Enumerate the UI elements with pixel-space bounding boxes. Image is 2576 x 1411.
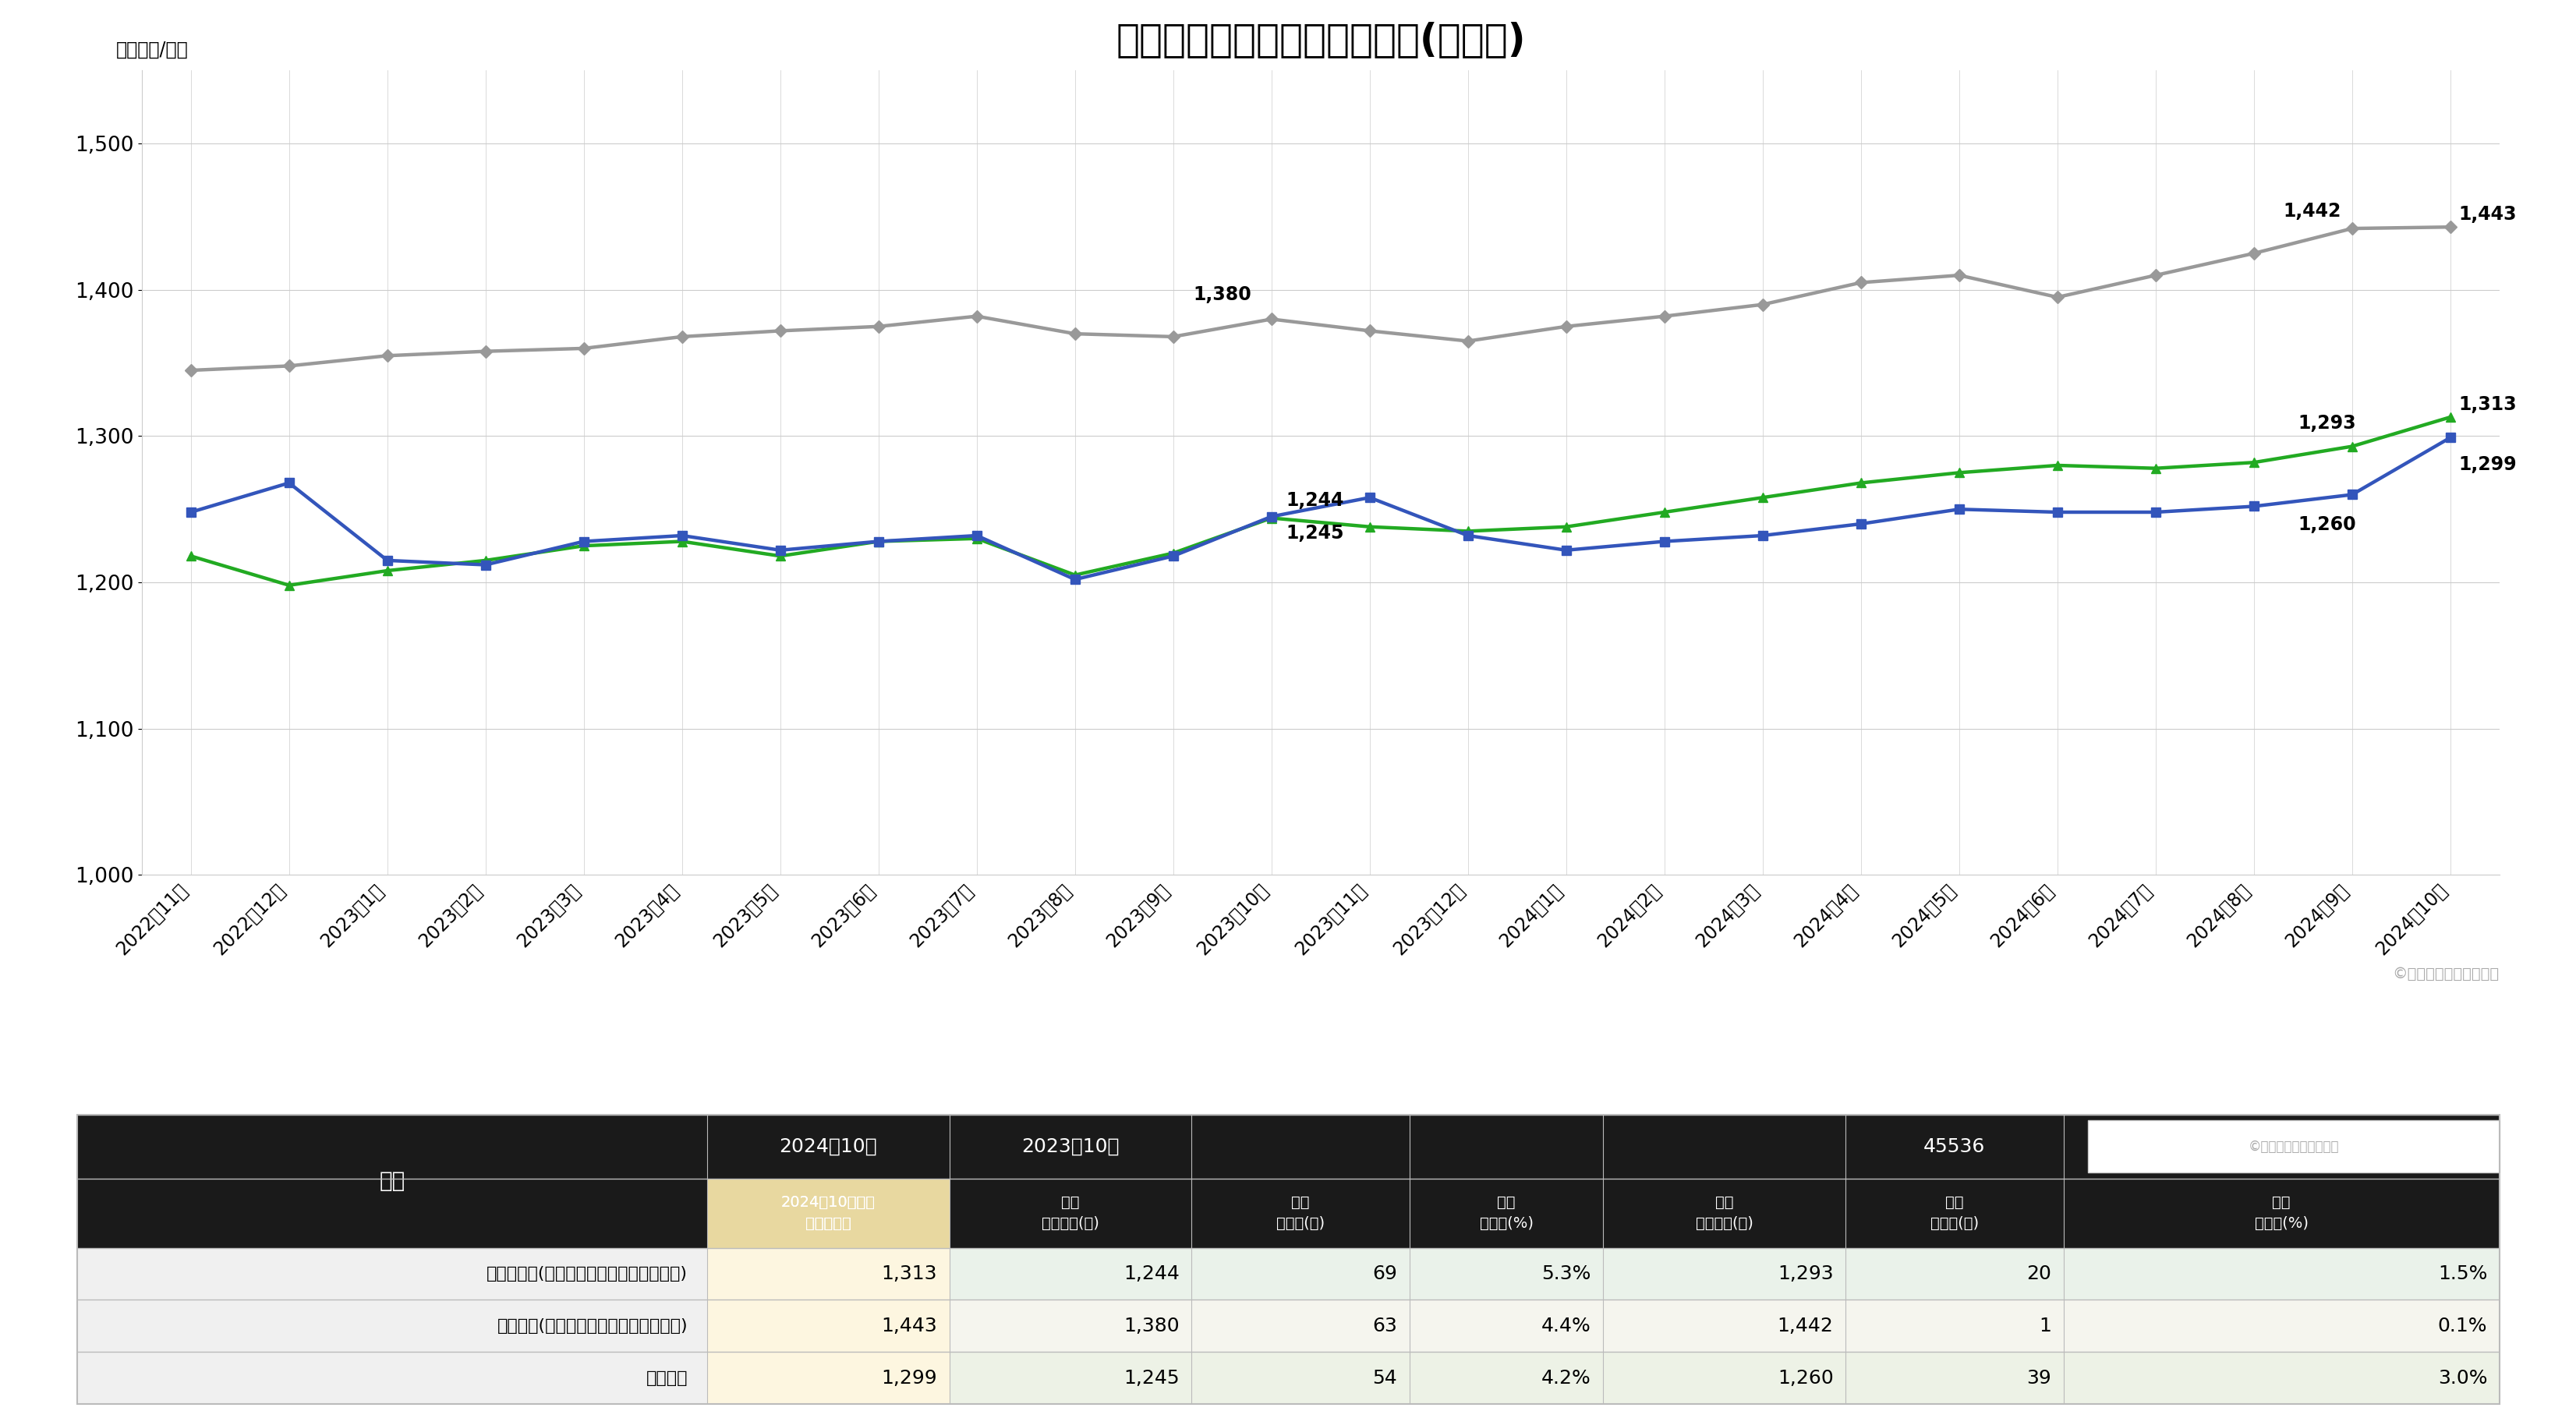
Bar	[77, 1300, 2499, 1352]
Text: 3.0%: 3.0%	[2437, 1369, 2486, 1387]
Text: 物流作業: 物流作業	[647, 1370, 688, 1386]
Bar	[77, 1352, 706, 1404]
Text: 前年
増減額(円): 前年 増減額(円)	[1275, 1195, 1324, 1230]
Text: 2023年10月: 2023年10月	[1020, 1137, 1118, 1156]
Text: 4.2%: 4.2%	[1540, 1369, 1589, 1387]
Bar	[2087, 1120, 2499, 1173]
Bar	[706, 1247, 948, 1300]
Text: 2024年10月平均
時給（円）: 2024年10月平均 時給（円）	[781, 1195, 876, 1230]
Text: 20: 20	[2025, 1264, 2050, 1283]
Text: 1,260: 1,260	[2298, 515, 2354, 533]
Bar	[77, 1247, 2499, 1300]
Text: 1,442: 1,442	[1777, 1316, 1834, 1335]
Text: ドライバー(中型・大型・バス・タクシー): ドライバー(中型・大型・バス・タクシー)	[487, 1266, 688, 1281]
Text: 2024年10月平均
時給（円）: 2024年10月平均 時給（円）	[781, 1195, 876, 1230]
Text: 45536: 45536	[1922, 1137, 1986, 1156]
Text: 前月
増減率(%): 前月 増減率(%)	[2254, 1195, 2308, 1230]
Bar	[77, 1247, 706, 1300]
Text: 単位：円/時間: 単位：円/時間	[116, 41, 188, 59]
Text: 1,245: 1,245	[1123, 1369, 1180, 1387]
Text: 69: 69	[1373, 1264, 1396, 1283]
Text: 1,244: 1,244	[1285, 491, 1345, 511]
Text: 1: 1	[2038, 1316, 2050, 1335]
Text: 1,245: 1,245	[1285, 523, 1345, 542]
Text: 1,313: 1,313	[881, 1264, 938, 1283]
Bar	[77, 1352, 2499, 1404]
Text: 職種: 職種	[379, 1170, 404, 1192]
Bar	[706, 1300, 948, 1352]
Bar	[77, 1300, 706, 1352]
Text: 前年
平均時給(円): 前年 平均時給(円)	[1041, 1195, 1100, 1230]
Text: 1,260: 1,260	[1777, 1369, 1834, 1387]
Text: 構内作業(フォークリスト等オペレータ): 構内作業(フォークリスト等オペレータ)	[497, 1318, 688, 1333]
Text: 1,299: 1,299	[881, 1369, 938, 1387]
Bar	[77, 1178, 2499, 1247]
Text: 1,313: 1,313	[2458, 395, 2517, 413]
Text: 前月
平均時給(円): 前月 平均時給(円)	[1695, 1195, 1752, 1230]
Text: 2024年10月: 2024年10月	[778, 1137, 876, 1156]
Text: 1,244: 1,244	[1123, 1264, 1180, 1283]
Bar	[706, 1352, 948, 1404]
Text: 63: 63	[1373, 1316, 1396, 1335]
Text: 前年
増減率(%): 前年 増減率(%)	[1479, 1195, 1533, 1230]
Text: 54: 54	[1373, 1369, 1396, 1387]
Text: 1,442: 1,442	[2282, 202, 2342, 220]
Text: 0.1%: 0.1%	[2437, 1316, 2486, 1335]
Text: 5.3%: 5.3%	[1540, 1264, 1589, 1283]
Text: 1,380: 1,380	[1193, 285, 1252, 303]
Text: ©船井総研ロジ株式会社: ©船井総研ロジ株式会社	[2246, 1140, 2339, 1154]
Title: アルバイト・パート平均時給(首都圈): アルバイト・パート平均時給(首都圈)	[1115, 21, 1525, 59]
Legend: ドライバー（中型・大型・バス・タクシー）, 構内作業・フォークリフト, 物流作業: ドライバー（中型・大型・バス・タクシー）, 構内作業・フォークリフト, 物流作業	[680, 1110, 1584, 1150]
Bar	[77, 1115, 2499, 1178]
Bar	[706, 1178, 948, 1247]
Text: ©船井総研ロジ株式会社: ©船井総研ロジ株式会社	[2393, 967, 2499, 981]
Text: 1,299: 1,299	[2458, 454, 2517, 474]
Text: 1,443: 1,443	[881, 1316, 938, 1335]
Text: 1,293: 1,293	[2298, 413, 2354, 433]
Text: 1,380: 1,380	[1123, 1316, 1180, 1335]
Bar	[77, 1115, 706, 1247]
Text: 1,443: 1,443	[2458, 205, 2517, 223]
Text: 前月
増減額(円): 前月 増減額(円)	[1929, 1195, 1978, 1230]
Text: 1.5%: 1.5%	[2437, 1264, 2486, 1283]
Text: 4.4%: 4.4%	[1540, 1316, 1589, 1335]
Text: 39: 39	[2025, 1369, 2050, 1387]
Text: 1,293: 1,293	[1777, 1264, 1834, 1283]
